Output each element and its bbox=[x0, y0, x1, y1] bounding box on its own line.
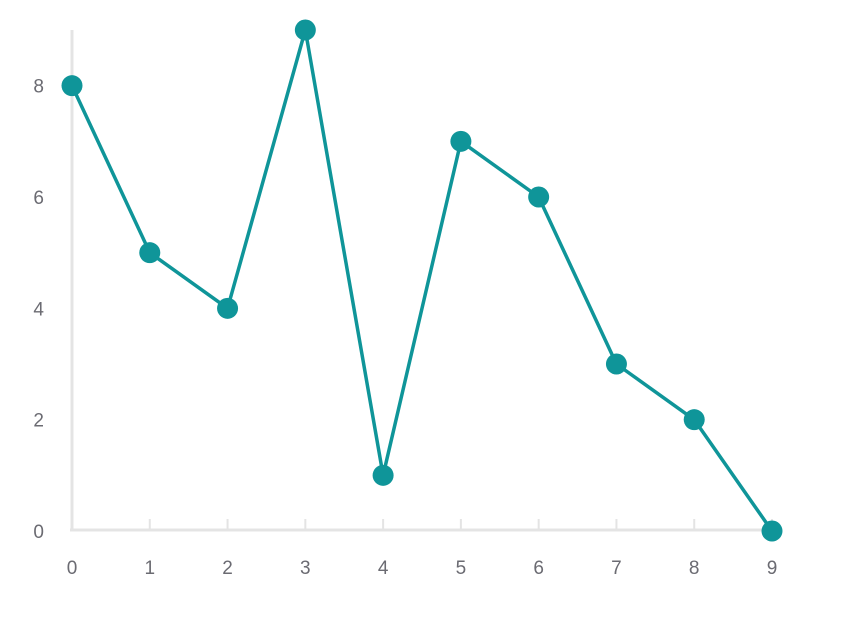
x-tick-label: 1 bbox=[144, 558, 155, 579]
x-tick-label: 2 bbox=[222, 558, 233, 579]
y-tick-label: 0 bbox=[33, 522, 44, 543]
x-tick-label: 3 bbox=[300, 558, 311, 579]
series-group bbox=[61, 19, 783, 542]
y-tick-labels: 0 2 4 6 8 bbox=[33, 77, 44, 543]
y-tick-label: 2 bbox=[33, 411, 44, 432]
data-points bbox=[61, 19, 783, 542]
x-tick-label: 4 bbox=[378, 558, 389, 579]
data-point bbox=[217, 297, 239, 319]
data-point bbox=[372, 464, 394, 486]
y-tick-label: 4 bbox=[33, 299, 44, 320]
x-tick-label: 5 bbox=[456, 558, 467, 579]
data-point bbox=[294, 19, 316, 41]
y-tick-label: 8 bbox=[33, 77, 44, 98]
y-tick-label: 6 bbox=[33, 188, 44, 209]
x-tick-label: 9 bbox=[767, 558, 778, 579]
data-point bbox=[761, 520, 783, 542]
data-point bbox=[528, 186, 550, 208]
x-tick-label: 8 bbox=[689, 558, 700, 579]
x-tick-label: 0 bbox=[67, 558, 78, 579]
data-point bbox=[450, 130, 472, 152]
x-tick-label: 7 bbox=[611, 558, 622, 579]
data-point bbox=[61, 75, 83, 97]
data-point bbox=[605, 353, 627, 375]
x-tick-label: 6 bbox=[533, 558, 544, 579]
data-point bbox=[683, 409, 705, 431]
x-tick-labels: 0 1 2 3 4 5 6 7 8 9 bbox=[67, 558, 778, 579]
data-point bbox=[139, 242, 161, 264]
series-line bbox=[70, 28, 774, 533]
